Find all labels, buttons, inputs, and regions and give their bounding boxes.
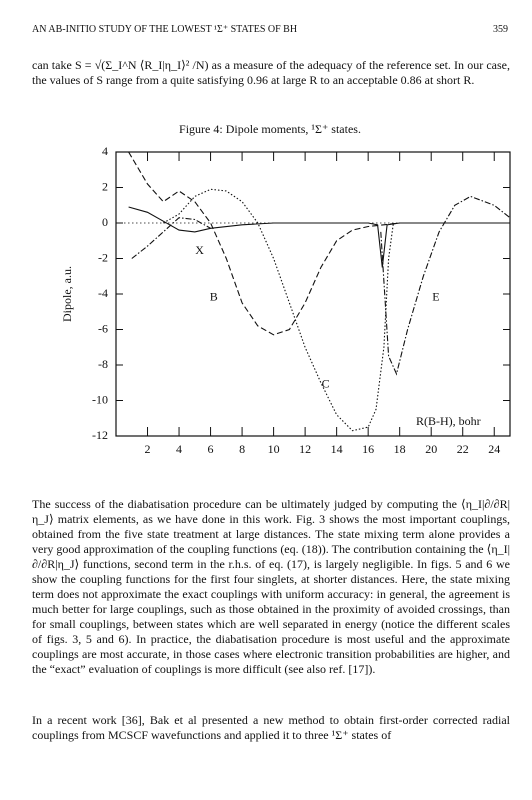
chart: Figure 4: Dipole moments, ¹Σ⁺ states. Di…: [60, 122, 511, 456]
plot-frame: [115, 151, 511, 437]
x-tick-label: 10: [268, 442, 280, 456]
paragraph: In a recent work [36], Bak et al present…: [32, 713, 510, 742]
paragraph: The success of the diabatisation procedu…: [32, 497, 510, 676]
y-tick-label: -12: [92, 428, 108, 442]
curve-label: C: [322, 376, 330, 390]
x-axis-label: R(B-H), bohr: [416, 414, 481, 428]
x-tick-label: 24: [488, 442, 500, 456]
y-tick-label: 2: [102, 179, 108, 193]
y-tick-label: -2: [98, 250, 108, 264]
paragraph: can take S = √(Σ_I^N ⟨R_I|η_I⟩² /N) as a…: [32, 58, 510, 87]
dipole-curve: [131, 217, 211, 259]
dipole-curve: [380, 195, 511, 376]
chart-title: Figure 4: Dipole moments, ¹Σ⁺ states.: [179, 122, 361, 136]
dipole-curve: [163, 188, 394, 432]
x-tick-label: 20: [425, 442, 437, 456]
x-tick-label: 6: [208, 442, 214, 456]
dipole-curve: [128, 206, 510, 268]
y-tick-label: -10: [92, 392, 108, 406]
x-tick-label: 4: [176, 442, 182, 456]
y-tick-label: 0: [102, 215, 108, 229]
x-tick-label: 18: [394, 442, 406, 456]
curve-label: X: [195, 243, 204, 257]
y-tick-label: -4: [98, 286, 108, 300]
y-axis-label: Dipole, a.u.: [60, 266, 74, 322]
y-tick-label: -8: [98, 357, 108, 371]
x-tick-label: 14: [331, 442, 343, 456]
x-tick-label: 8: [239, 442, 245, 456]
dipole-curve: [128, 151, 400, 336]
x-tick-label: 2: [145, 442, 151, 456]
x-tick-label: 22: [457, 442, 469, 456]
curve-label: E: [432, 289, 439, 303]
x-tick-label: 12: [299, 442, 311, 456]
curve-label: B: [210, 289, 218, 303]
y-tick-label: 4: [102, 144, 108, 158]
x-tick-label: 16: [362, 442, 374, 456]
y-tick-label: -6: [98, 321, 108, 335]
running-head: AN AB-INITIO STUDY OF THE LOWEST ¹Σ⁺ STA…: [32, 24, 298, 35]
page-number: 359: [493, 24, 508, 35]
